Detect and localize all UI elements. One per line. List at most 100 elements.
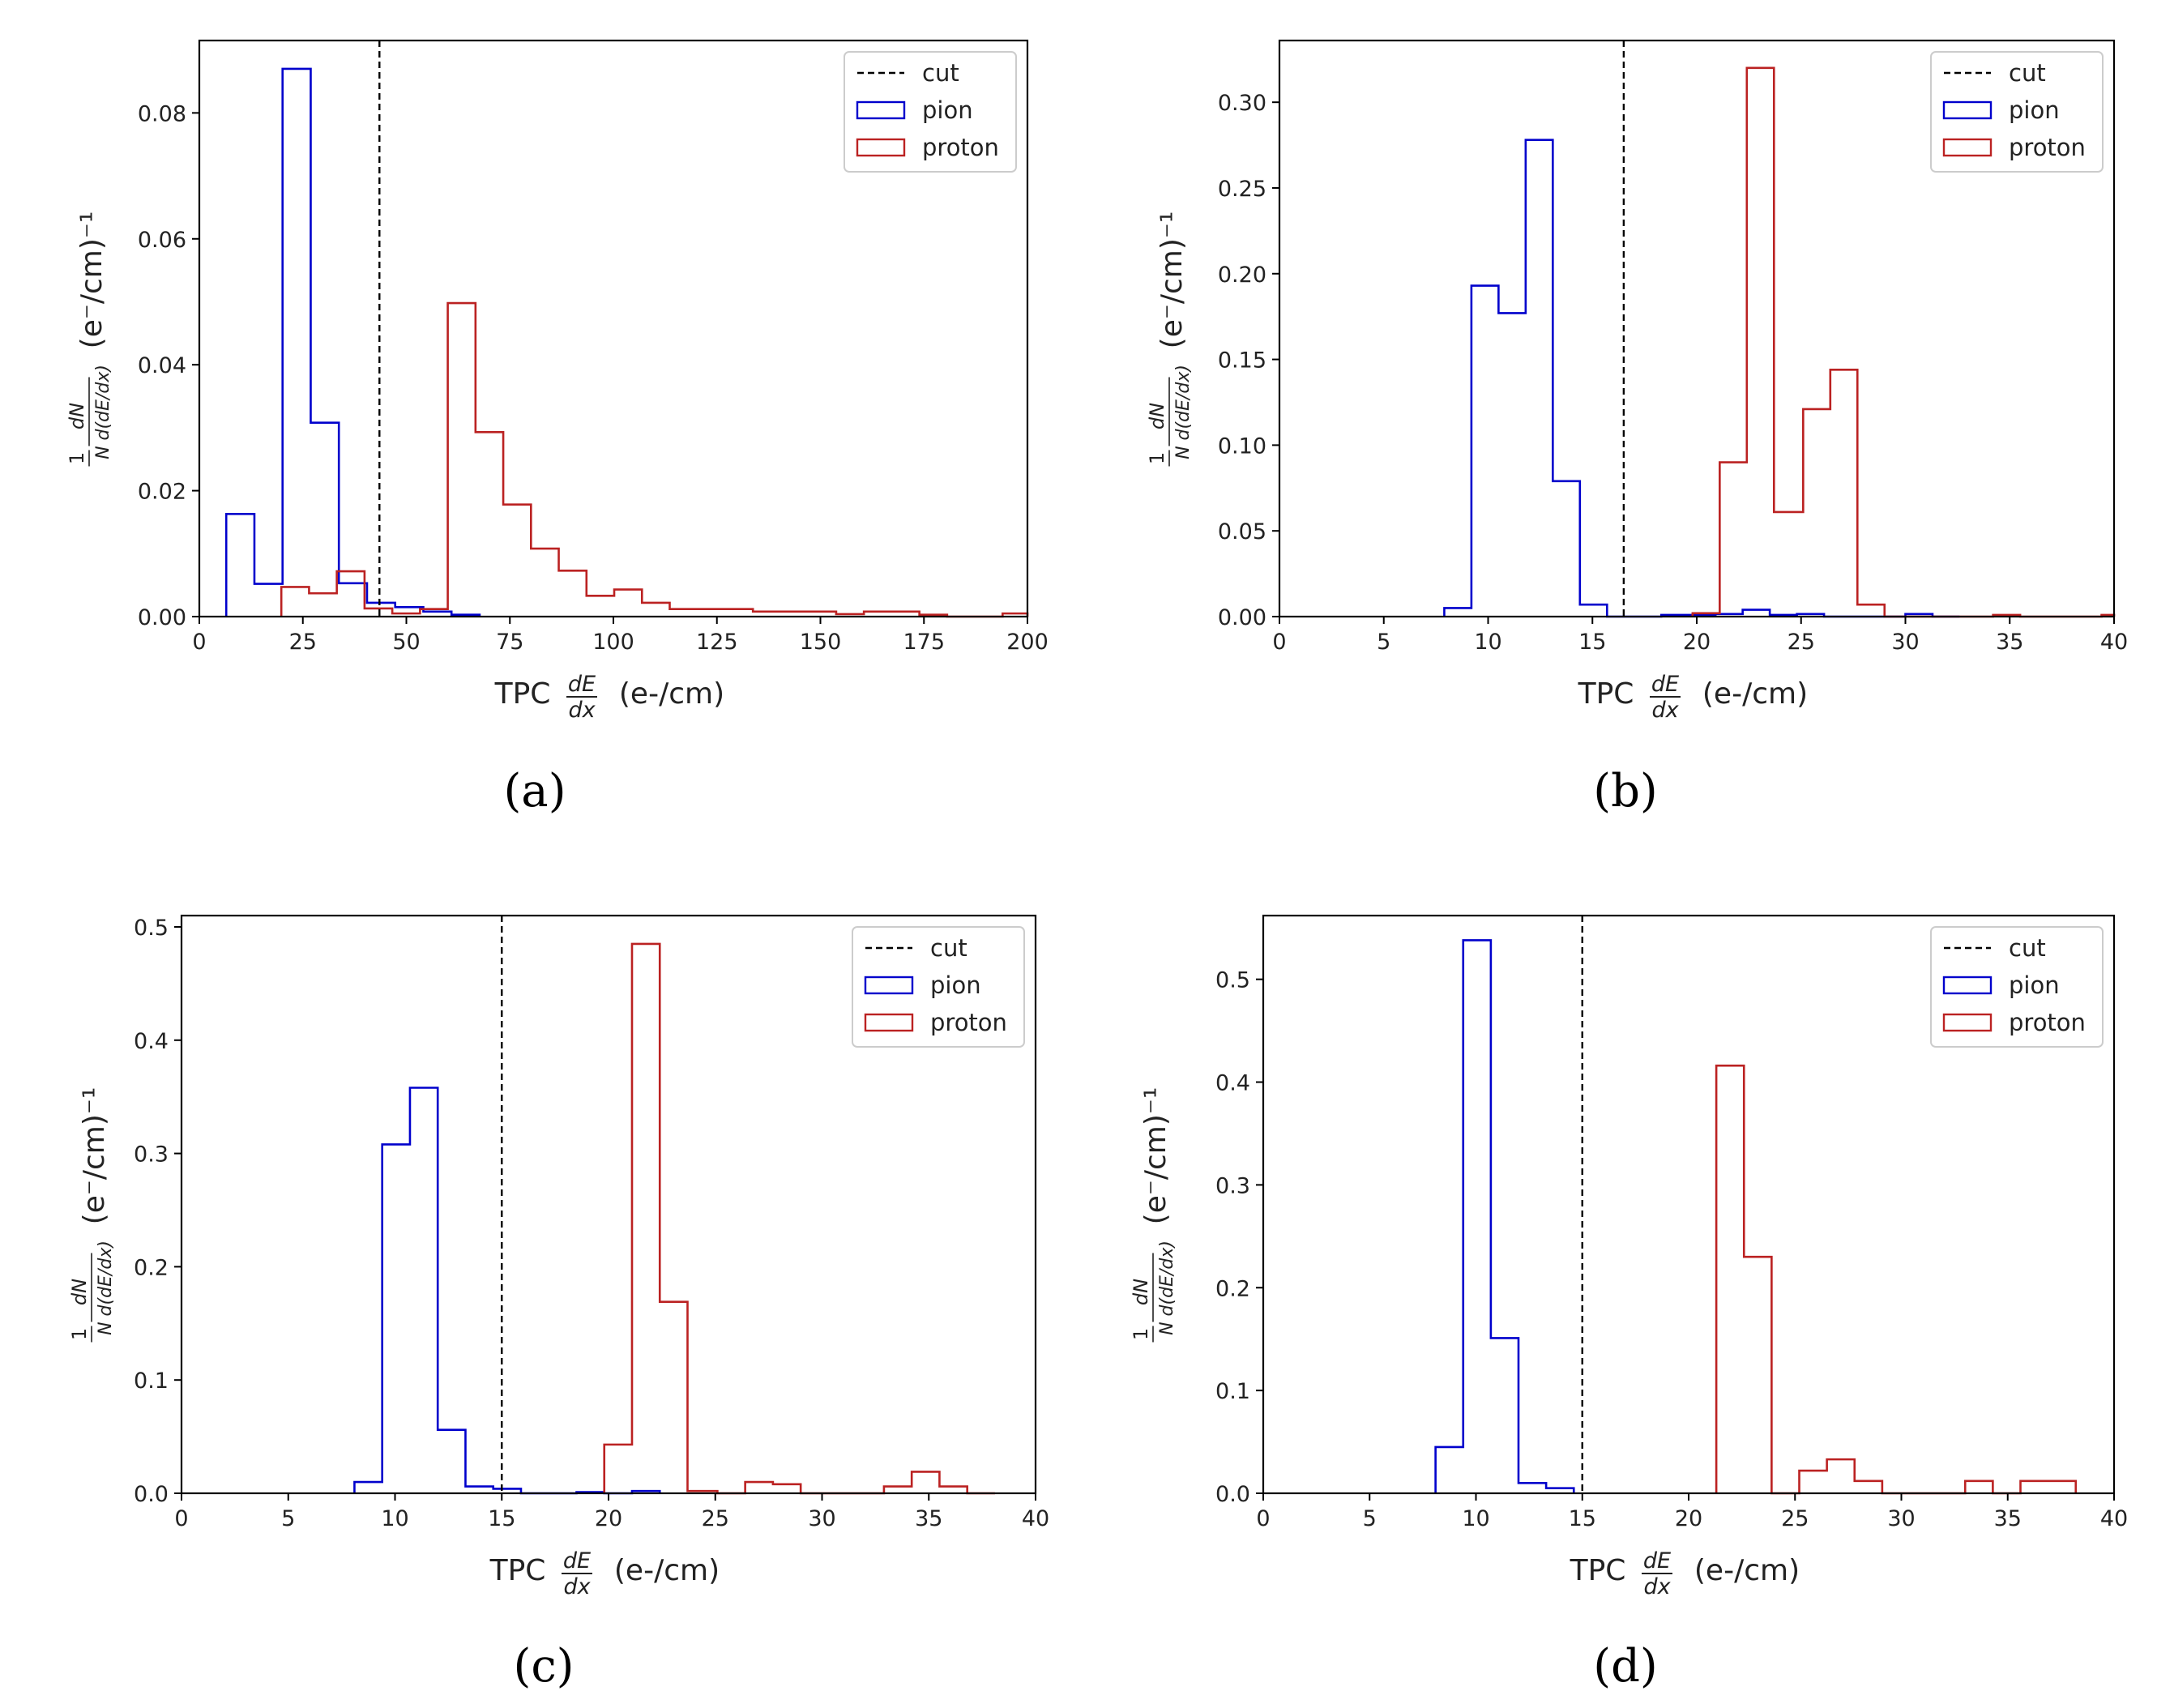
pion-bin [1444,608,1471,617]
proton-bin [669,609,697,617]
subfigure-caption: (a) [503,765,566,818]
x-tick-label: 35 [1994,1506,2022,1531]
proton-bin [1774,512,1803,617]
y-tick-label: 0.1 [134,1369,169,1394]
legend-pion-swatch [1942,976,1993,995]
y-axis-label-units: (e⁻/cm)⁻¹ [78,1087,111,1225]
y-tick-label: 0.06 [138,228,186,253]
y-tick-label: 0.25 [1218,177,1266,202]
pion-histogram [224,67,481,617]
x-tick-label: 0 [1272,630,1286,655]
legend-cut-label: cut [922,59,959,87]
y-tick-label: 0.0 [1215,1482,1250,1507]
proton-bin [309,593,336,617]
x-tick-label: 10 [1474,630,1501,655]
x-tick-label: 15 [488,1506,515,1531]
legend-cut-label: cut [930,934,967,962]
proton-bin [1716,1065,1744,1493]
pion-histogram [1443,139,1960,618]
y-tick-label: 0.4 [134,1029,169,1054]
proton-bin [448,303,476,617]
y-axis-label-numerator: dN [66,403,88,429]
x-tick-label: 5 [1377,630,1390,655]
legend: cut pion proton [1930,926,2104,1048]
x-axis-label-numerator: dE [568,672,596,697]
proton-histogram [1715,1064,2078,1495]
pion-bin [1498,313,1525,617]
pion-bin [283,69,311,617]
legend-proton-label: proton [922,134,999,161]
y-axis-label: 1 dN N d(dE/dx) (e⁻/cm)⁻¹ [1146,211,1194,467]
x-tick-label: 25 [289,630,317,655]
x-axis-label-numerator: dE [1651,672,1679,697]
pion-bin [226,514,254,617]
x-tick-label: 40 [2100,630,2128,655]
proton-bin [1855,1481,1882,1493]
x-tick-label: 100 [592,630,634,655]
y-axis-label: 1 dN N d(dE/dx) (e⁻/cm)⁻¹ [1130,1087,1177,1343]
proton-bin [614,590,642,617]
x-tick-label: 35 [915,1506,942,1531]
proton-bin [337,571,365,617]
x-tick-label: 150 [800,630,842,655]
y-tick-label: 0.3 [1215,1173,1250,1198]
x-tick-label: 5 [281,1506,295,1531]
proton-histogram [280,301,1029,618]
y-axis-label: 1 dN N d(dE/dx) (e⁻/cm)⁻¹ [66,211,113,467]
proton-bin [587,596,614,617]
x-tick-label: 15 [1578,630,1606,655]
x-axis-label-denominator: dx [563,1574,591,1599]
subplot-b: 0 5 10 15 20 25 30 35 40 0.00 0.05 0.10 0.15 0.20 0.25… [1146,39,2128,818]
x-axis-label-numerator: dE [563,1548,591,1573]
x-tick-label: 25 [1781,1506,1809,1531]
x-tick-label: 50 [392,630,420,655]
legend-proton-label: proton [2009,134,2086,161]
proton-bin [1857,604,1884,617]
y-tick-label: 0.10 [1218,433,1266,459]
pion-bin [1436,1447,1463,1493]
legend-proton-label: proton [930,1009,1007,1036]
y-axis-label-denominator: N d(dE/dx) [1173,365,1194,459]
y-axis-label-numerator: dN [1130,1279,1152,1305]
y-tick-label: 0.1 [1215,1379,1250,1404]
x-axis-label-denominator: dx [1643,1574,1671,1599]
x-tick-label: 10 [381,1506,408,1531]
y-axis-label-one: 1 [66,452,88,464]
legend-pion-swatch [1942,100,1993,120]
x-tick-label: 10 [1462,1506,1489,1531]
x-axis-label-prefix: TPC [1570,1554,1626,1587]
pion-bin [367,603,395,617]
legend-proton-swatch [1942,1013,1993,1032]
proton-bin [559,570,587,617]
y-tick-label: 0.5 [134,916,169,941]
proton-histogram [603,942,995,1495]
proton-bin [1830,369,1857,617]
x-tick-label: 35 [1996,630,2023,655]
proton-bin [1719,463,1746,617]
y-tick-label: 0.00 [1218,605,1266,630]
legend-pion-label: pion [922,96,973,124]
x-axis-label-units: (e-/cm) [1694,1554,1800,1587]
proton-bin [1747,68,1774,617]
subplot-a: 0 25 50 75 100 125 150 175 200 0.00 0.02 0.04 0.06 0.… [66,39,1049,818]
pion-bin [1471,286,1498,617]
x-tick-label: 15 [1569,1506,1596,1531]
y-axis-label-numerator: dN [1146,403,1168,429]
proton-bin [632,944,660,1493]
y-tick-label: 0.08 [138,101,186,126]
y-tick-label: 0.4 [1215,1071,1250,1096]
pion-bin [1491,1338,1518,1493]
y-axis-label-denominator: N d(dE/dx) [93,365,113,459]
y-tick-label: 0.30 [1218,91,1266,116]
y-axis-label-denominator: N d(dE/dx) [96,1240,116,1335]
proton-bin [745,1482,773,1493]
subfigure-caption: (d) [1593,1640,1658,1693]
y-tick-label: 0.0 [134,1482,169,1507]
pion-bin [1553,481,1579,617]
legend-pion-label: pion [2009,971,2060,999]
